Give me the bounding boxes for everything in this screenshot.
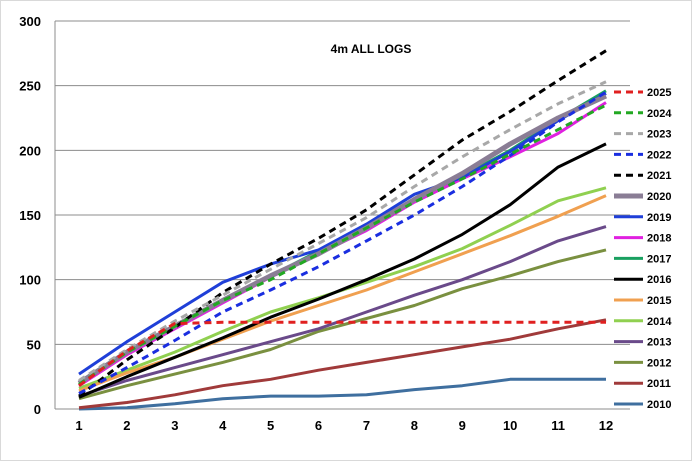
series-lines [77, 49, 608, 411]
legend-label-2010: 2010 [647, 399, 671, 411]
series-line-2016 [78, 142, 607, 399]
legend-label-2025: 2025 [647, 87, 671, 99]
x-tick-label: 1 [75, 418, 82, 433]
x-tick-label: 5 [267, 418, 274, 433]
y-tick-label: 200 [19, 143, 41, 158]
x-tick-label: 11 [551, 418, 565, 433]
y-tick-label: 100 [19, 273, 41, 288]
legend-label-2013: 2013 [647, 337, 671, 349]
series-line-2011 [78, 318, 607, 410]
x-tick-label: 2 [123, 418, 130, 433]
legend-label-2024: 2024 [647, 108, 672, 120]
y-tick-label: 300 [19, 14, 41, 29]
legend-label-2023: 2023 [647, 129, 671, 141]
legend-label-2012: 2012 [647, 357, 671, 369]
y-tick-label: 50 [27, 337, 41, 352]
legend: 2025 2024 2023 2022 2021 2020 2019 2018 2017 2016… [614, 87, 672, 411]
legend-label-2015: 2015 [647, 295, 671, 307]
x-tick-label: 4 [219, 418, 227, 433]
legend-label-2018: 2018 [647, 233, 671, 245]
x-tick-label: 7 [363, 418, 370, 433]
legend-label-2021: 2021 [647, 170, 671, 182]
series-line-2012 [78, 248, 607, 401]
legend-label-2020: 2020 [647, 191, 671, 203]
series-line-2010 [78, 377, 606, 411]
x-tick-label: 8 [411, 418, 418, 433]
x-tick-label: 10 [503, 418, 517, 433]
series-line-2021 [78, 49, 607, 398]
legend-label-2014: 2014 [647, 316, 672, 328]
legend-label-2019: 2019 [647, 212, 671, 224]
series-line-2022 [78, 90, 607, 395]
legend-label-2017: 2017 [647, 253, 671, 265]
x-tick-label: 3 [171, 418, 178, 433]
y-tick-label: 150 [19, 208, 41, 223]
y-tick-label: 0 [34, 402, 41, 417]
y-tick-label: 250 [19, 79, 41, 94]
series-line-2024 [78, 103, 607, 386]
series-line-2019 [78, 92, 607, 376]
x-tick-label: 9 [459, 418, 466, 433]
legend-label-2016: 2016 [647, 274, 671, 286]
series-line-2025 [78, 320, 606, 387]
x-tick-label: 6 [315, 418, 322, 433]
series-line-2013 [78, 225, 607, 398]
legend-label-2022: 2022 [647, 149, 671, 161]
x-tick-label: 12 [599, 418, 613, 433]
chart-title: 4m ALL LOGS [331, 42, 412, 56]
series-line-2023 [78, 80, 607, 382]
legend-label-2011: 2011 [647, 378, 671, 390]
